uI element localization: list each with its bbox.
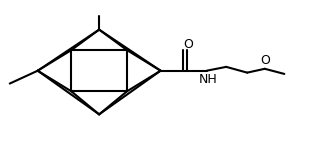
Text: O: O — [260, 54, 270, 67]
Text: NH: NH — [199, 73, 217, 86]
Text: O: O — [183, 38, 193, 51]
